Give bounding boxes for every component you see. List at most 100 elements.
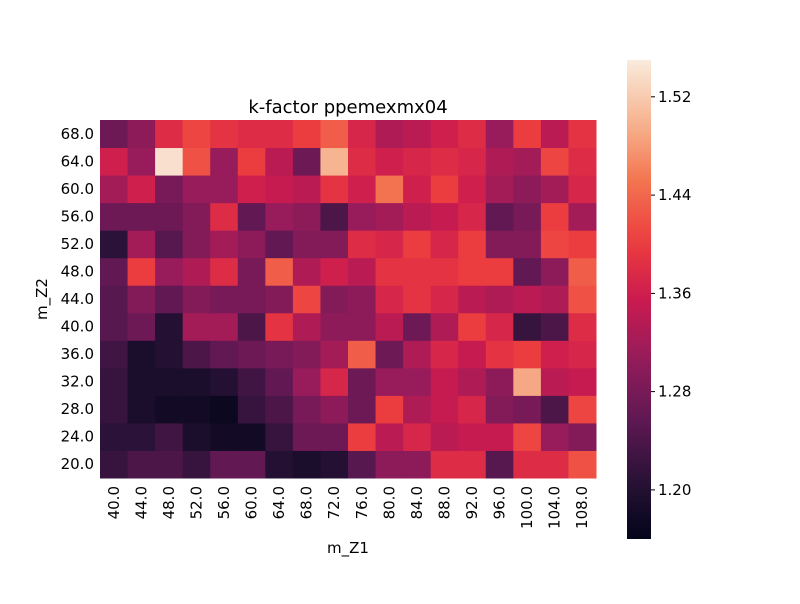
heatmap-cell	[485, 285, 514, 314]
heatmap-cell	[485, 175, 514, 204]
heatmap-cell	[265, 312, 294, 341]
heatmap-cell	[182, 395, 211, 424]
heatmap-cell	[182, 422, 211, 451]
heatmap-cell	[375, 395, 404, 424]
heatmap-cell	[430, 422, 459, 451]
heatmap-cell	[265, 285, 294, 314]
x-tick-label: 96.0	[491, 486, 509, 519]
heatmap-cell	[210, 312, 239, 341]
y-tick-label: 32.0	[61, 373, 94, 391]
heatmap-cell	[375, 202, 404, 231]
heatmap-cell	[348, 312, 377, 341]
colorbar-tick-label: 1.36	[658, 284, 691, 302]
heatmap-cell	[540, 147, 569, 176]
heatmap-cell	[265, 422, 294, 451]
heatmap-cell	[237, 120, 266, 149]
heatmap-cell	[182, 285, 211, 314]
heatmap-cell	[155, 340, 184, 369]
heatmap-cell	[458, 147, 487, 176]
x-tick-labels: 40.0 44.0 48.0 52.0 56.0 60.0 64.0 68.0 72.0 76.0…	[105, 486, 591, 529]
heatmap-cell	[237, 312, 266, 341]
heatmap-cell	[403, 175, 432, 204]
heatmap-cell	[237, 450, 266, 479]
heatmap-cell	[540, 367, 569, 396]
heatmap-cell	[127, 450, 156, 479]
colorbar-tick-label: 1.44	[658, 186, 691, 204]
y-tick-label: 40.0	[61, 318, 94, 336]
heatmap-cell	[375, 257, 404, 286]
heatmap-cell	[403, 230, 432, 259]
heatmap-cell	[540, 230, 569, 259]
heatmap-cell	[210, 120, 239, 149]
x-tick-label: 64.0	[270, 486, 288, 519]
heatmap-cell	[430, 120, 459, 149]
heatmap-cell	[210, 175, 239, 204]
heatmap-cell	[458, 367, 487, 396]
heatmap-cell	[182, 367, 211, 396]
x-tick-label: 60.0	[243, 486, 261, 519]
heatmap-cell	[375, 422, 404, 451]
heatmap-cell	[568, 257, 597, 286]
heatmap-cell	[485, 312, 514, 341]
heatmap-cell	[292, 285, 321, 314]
heatmap-cell	[320, 175, 349, 204]
heatmap-cell	[513, 175, 542, 204]
heatmap-cell	[292, 367, 321, 396]
heatmap-cell	[348, 367, 377, 396]
heatmap-cell	[375, 147, 404, 176]
heatmap-cell	[100, 395, 129, 424]
heatmap-cell	[210, 285, 239, 314]
heatmap-cell	[237, 285, 266, 314]
heatmap-cell	[292, 175, 321, 204]
heatmap-cell	[155, 450, 184, 479]
heatmap-cell	[127, 175, 156, 204]
heatmap-cell	[292, 147, 321, 176]
heatmap-cell	[540, 120, 569, 149]
heatmap-cell	[568, 285, 597, 314]
heatmap-cell	[540, 312, 569, 341]
heatmap-cell	[403, 367, 432, 396]
heatmap-cell	[265, 230, 294, 259]
x-tick-label: 100.0	[518, 486, 536, 529]
heatmap-cell	[458, 120, 487, 149]
heatmap-cell	[182, 230, 211, 259]
heatmap-cell	[155, 230, 184, 259]
heatmap-cell	[430, 230, 459, 259]
heatmap-cell	[100, 312, 129, 341]
heatmap-cell	[320, 230, 349, 259]
heatmap-cell	[100, 147, 129, 176]
heatmap-cell	[100, 257, 129, 286]
heatmap-cells	[100, 120, 597, 479]
y-tick-label: 24.0	[61, 428, 94, 446]
heatmap-cell	[182, 147, 211, 176]
heatmap-cell	[458, 285, 487, 314]
heatmap-cell	[155, 175, 184, 204]
heatmap-cell	[375, 230, 404, 259]
heatmap-cell	[568, 422, 597, 451]
heatmap-cell	[155, 312, 184, 341]
heatmap-cell	[458, 230, 487, 259]
x-tick-label: 40.0	[105, 486, 123, 519]
heatmap-cell	[403, 422, 432, 451]
heatmap-cell	[430, 175, 459, 204]
heatmap-cell	[155, 202, 184, 231]
heatmap-cell	[100, 175, 129, 204]
y-tick-label: 36.0	[61, 345, 94, 363]
heatmap-cell	[265, 340, 294, 369]
heatmap-cell	[568, 175, 597, 204]
heatmap-cell	[127, 120, 156, 149]
colorbar-tick-label: 1.28	[658, 383, 691, 401]
heatmap-cell	[403, 285, 432, 314]
y-tick-label: 64.0	[61, 152, 94, 170]
heatmap-cell	[127, 202, 156, 231]
heatmap-cell	[458, 340, 487, 369]
heatmap-cell	[430, 257, 459, 286]
y-tick-label: 44.0	[61, 290, 94, 308]
heatmap-cell	[210, 257, 239, 286]
heatmap-cell	[265, 450, 294, 479]
heatmap-cell	[430, 285, 459, 314]
heatmap-cell	[210, 422, 239, 451]
heatmap-cell	[568, 340, 597, 369]
heatmap-cell	[182, 257, 211, 286]
